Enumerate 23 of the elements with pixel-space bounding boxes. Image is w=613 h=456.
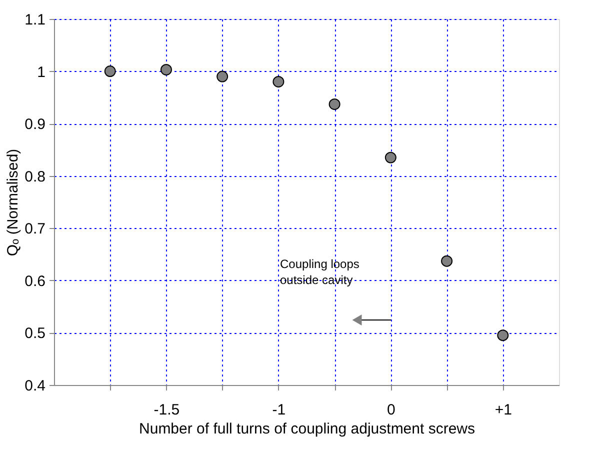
y-tick-label: 0.5 xyxy=(24,325,46,342)
point xyxy=(497,330,509,342)
y-tick-label: 0.6 xyxy=(24,272,46,290)
point xyxy=(328,98,340,110)
point xyxy=(216,70,228,82)
x-tick-label: 0 xyxy=(386,402,396,418)
y-axis-title: Qₒ (Normalised) xyxy=(4,148,22,256)
annotation: Coupling loops outside cavity xyxy=(280,257,360,287)
x-tick-label: -1 xyxy=(272,402,286,418)
y-tick-label: 0.9 xyxy=(24,116,46,134)
point xyxy=(272,76,284,88)
point xyxy=(160,64,172,76)
y-tick-label: 0.7 xyxy=(24,220,46,238)
y-tick-label: 0.8 xyxy=(24,168,46,186)
point xyxy=(384,152,396,164)
point xyxy=(104,66,116,78)
y-tick-label: 1.1 xyxy=(24,12,46,28)
x-tick-label: -1.5 xyxy=(154,402,180,418)
y-tick-label: 0.4 xyxy=(24,378,46,394)
x-axis-title: Number of full turns of coupling adjustment screws xyxy=(139,420,475,438)
y-tick-label: 1 xyxy=(37,64,46,81)
point xyxy=(441,255,453,267)
x-tick-label: +1 xyxy=(494,402,512,418)
